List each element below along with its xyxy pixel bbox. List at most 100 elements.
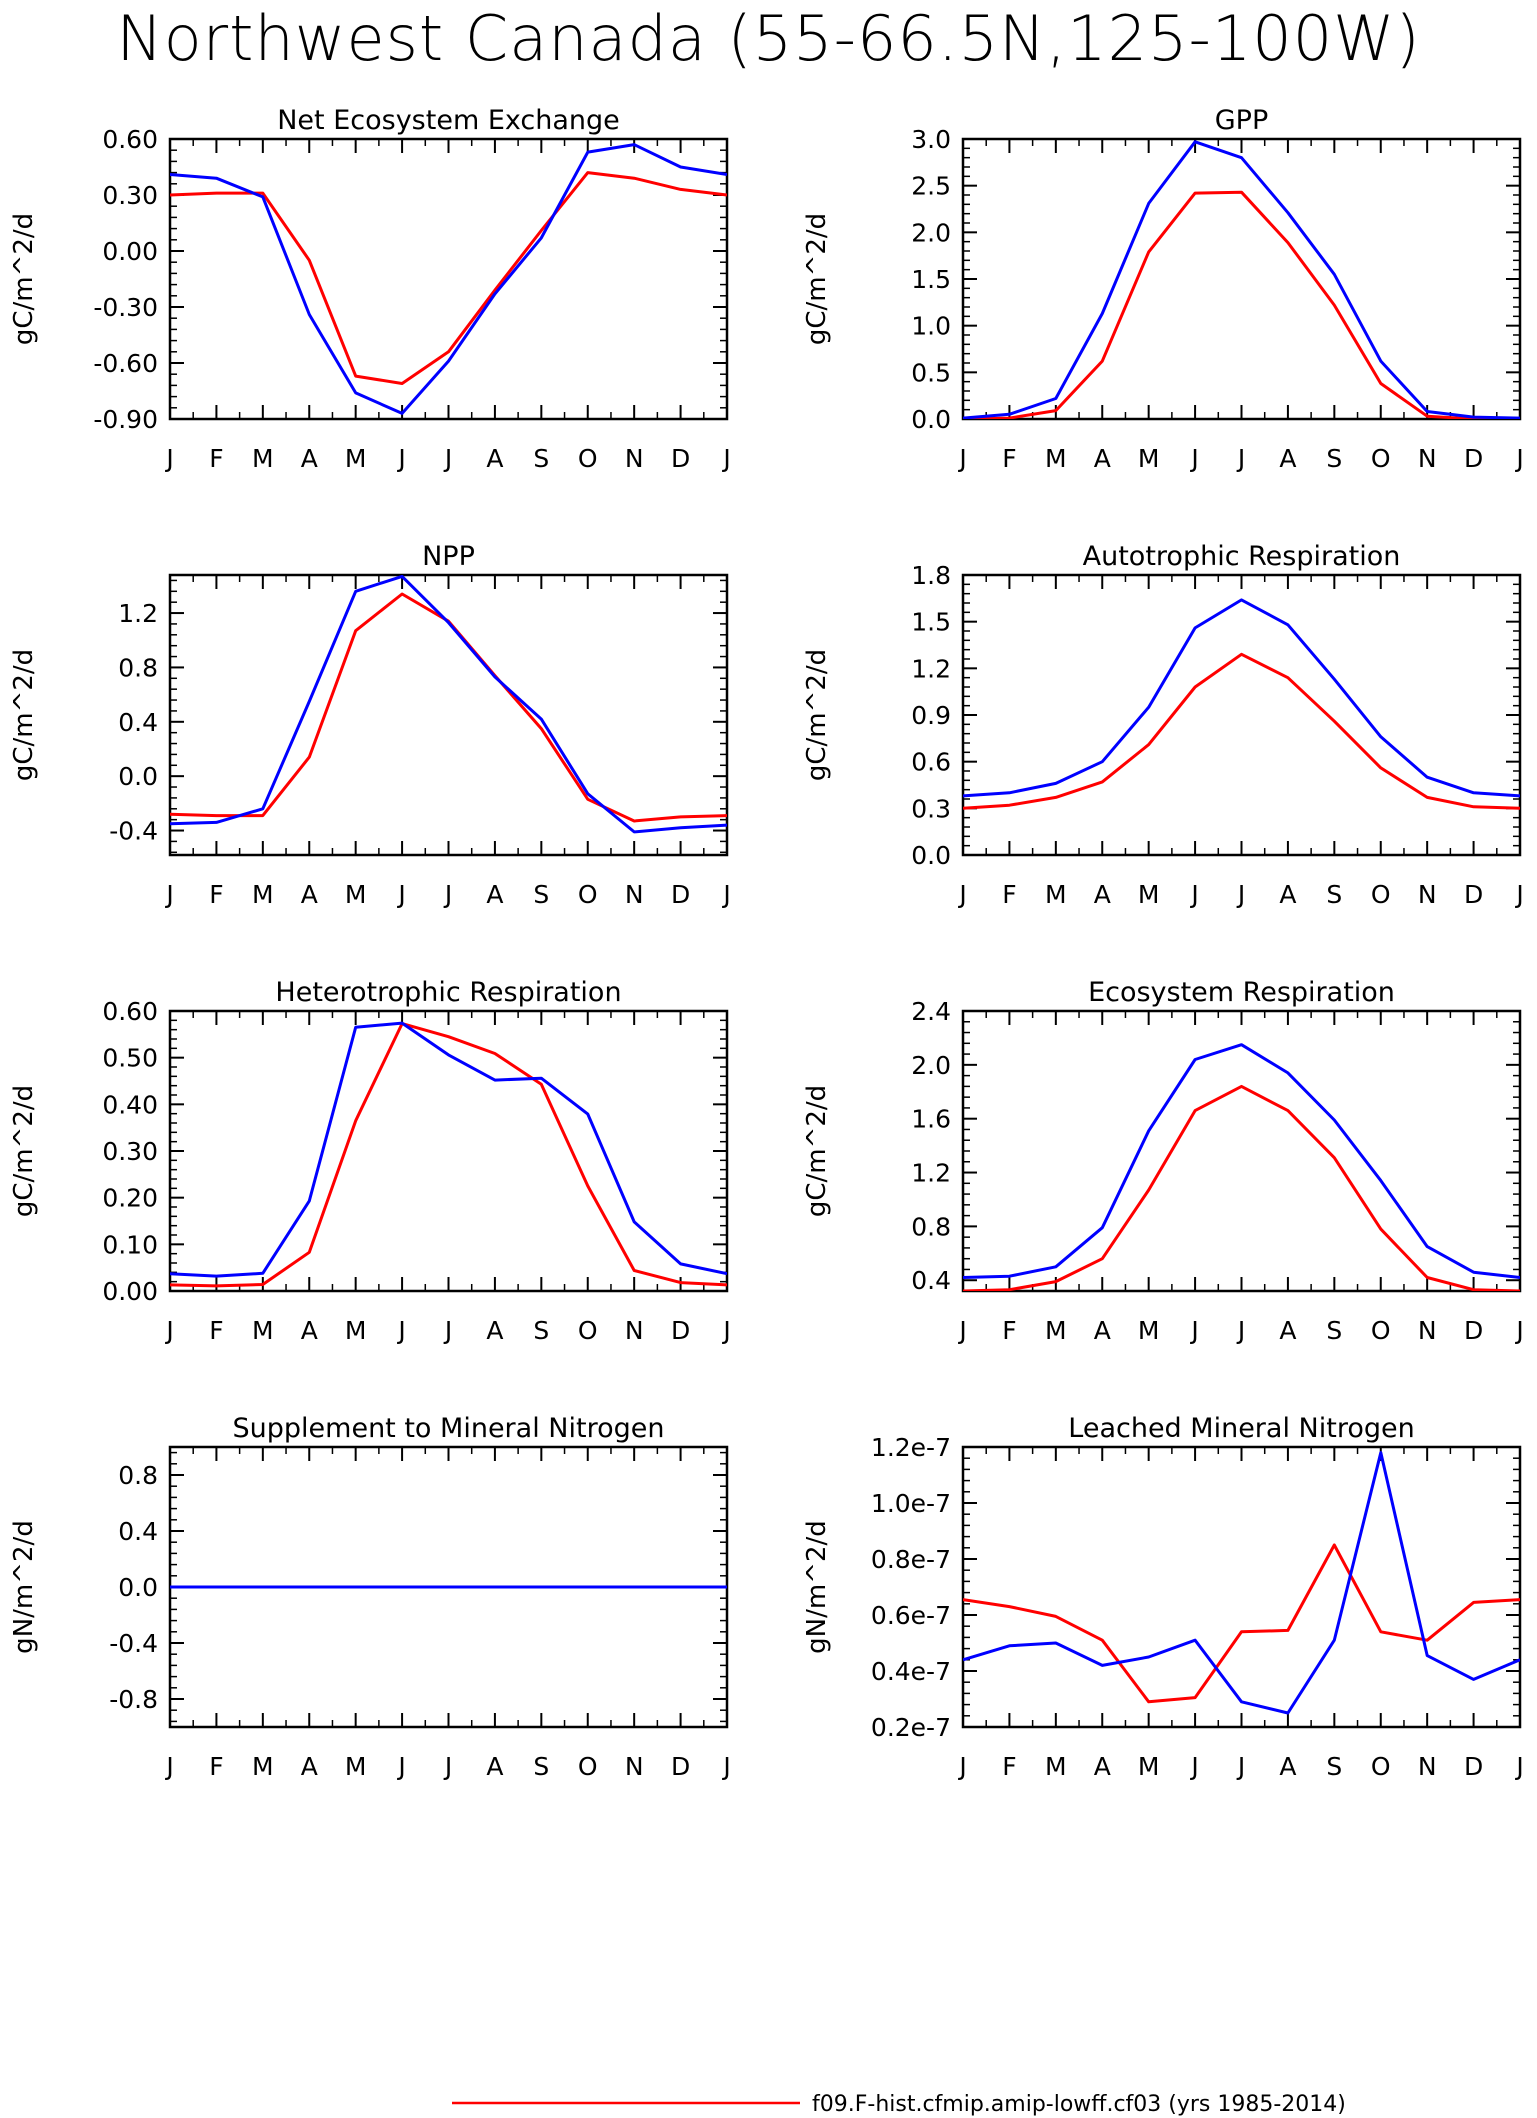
y-tick-label: 0.8 — [118, 1461, 158, 1490]
x-tick-label: F — [1002, 1316, 1016, 1345]
y-tick-label: 0.4e-7 — [871, 1657, 951, 1686]
y-axis-label: gN/m^2/d — [802, 1520, 832, 1654]
y-tick-label: -0.4 — [109, 817, 158, 846]
x-tick-label: J — [164, 444, 173, 473]
x-tick-label: M — [1138, 1316, 1160, 1345]
x-tick-label: M — [252, 880, 274, 909]
x-tick-label: D — [671, 880, 690, 909]
x-tick-label: D — [671, 1316, 690, 1345]
x-tick-label: J — [1189, 1316, 1198, 1345]
y-tick-label: 2.4 — [911, 997, 951, 1026]
x-tick-label: D — [671, 1752, 690, 1781]
x-tick-label: A — [1094, 880, 1111, 909]
x-tick-label: J — [1236, 880, 1245, 909]
panel-5: J F M A M J J A S O N D J0.40.81.21.62.02.4gC/m^2/dE… — [802, 977, 1524, 1345]
series-line-0 — [963, 1084, 1520, 1291]
series-line-0 — [170, 1022, 727, 1288]
x-tick-label: N — [625, 880, 644, 909]
panel-0: J F M A M J J A S O N D J-0.90-0.60-0.300.000.300.60… — [9, 105, 731, 473]
y-tick-label: 1.5 — [911, 608, 951, 637]
y-tick-label: 0.4 — [118, 1517, 158, 1546]
x-tick-label: S — [533, 880, 549, 909]
x-tick-label: J — [396, 1316, 405, 1345]
x-tick-label: J — [164, 880, 173, 909]
x-tick-label: J — [1189, 444, 1198, 473]
y-tick-label: -0.90 — [93, 405, 158, 434]
panel-title: Ecosystem Respiration — [1088, 977, 1395, 1008]
series-line-1 — [170, 1021, 727, 1278]
y-tick-label: -0.60 — [93, 349, 158, 378]
x-tick-label: O — [1371, 880, 1391, 909]
y-tick-label: 0.60 — [102, 997, 158, 1026]
x-tick-label: J — [721, 1316, 730, 1345]
x-tick-label: M — [345, 444, 367, 473]
x-tick-label: A — [301, 444, 318, 473]
x-tick-label: F — [1002, 444, 1016, 473]
x-tick-label: A — [1279, 444, 1296, 473]
y-tick-label: 1.5 — [911, 265, 951, 294]
x-tick-label: A — [301, 1316, 318, 1345]
x-tick-label: J — [1189, 1752, 1198, 1781]
x-tick-label: A — [486, 444, 503, 473]
y-tick-label: -0.4 — [109, 1629, 158, 1658]
y-tick-label: 0.10 — [102, 1230, 158, 1259]
x-tick-label: J — [396, 444, 405, 473]
series-group — [963, 140, 1520, 419]
y-axis-label: gN/m^2/d — [9, 1520, 39, 1654]
x-tick-label: M — [252, 444, 274, 473]
x-tick-label: J — [957, 880, 966, 909]
series-group — [170, 575, 727, 834]
panel-3: J F M A M J J A S O N D J0.00.30.60.91.21.51.8gC/m^2… — [802, 541, 1524, 909]
x-tick-label: O — [1371, 1752, 1391, 1781]
series-group — [170, 1021, 727, 1288]
y-tick-label: 3.0 — [911, 125, 951, 154]
legend: f09.F-hist.cfmip.amip-lowff.cf03 (yrs 19… — [452, 2092, 1346, 2117]
x-tick-label: D — [1464, 444, 1483, 473]
x-tick-label: A — [486, 1316, 503, 1345]
x-tick-label: J — [721, 880, 730, 909]
x-tick-label: F — [1002, 880, 1016, 909]
x-tick-label: J — [443, 1316, 452, 1345]
x-tick-label: J — [1189, 880, 1198, 909]
x-tick-label: M — [1045, 444, 1067, 473]
x-tick-label: A — [1094, 1752, 1111, 1781]
panel-title: GPP — [1215, 105, 1269, 136]
panel-title: Heterotrophic Respiration — [275, 977, 621, 1008]
series-group — [963, 1451, 1520, 1715]
panel-title: Net Ecosystem Exchange — [277, 105, 620, 136]
panel-1: J F M A M J J A S O N D J0.00.51.01.52.02.53.0gC/m^2… — [802, 105, 1524, 473]
y-tick-label: 1.2e-7 — [871, 1433, 951, 1462]
x-tick-label: N — [1418, 1752, 1437, 1781]
x-tick-label: A — [1094, 1316, 1111, 1345]
y-tick-label: 0.60 — [102, 125, 158, 154]
y-tick-label: 0.8 — [911, 1212, 951, 1241]
x-tick-label: O — [1371, 444, 1391, 473]
panel-title: NPP — [422, 541, 475, 572]
y-axis-label: gC/m^2/d — [802, 649, 832, 781]
series-line-0 — [963, 1543, 1520, 1704]
y-tick-label: 1.0 — [911, 312, 951, 341]
x-tick-label: J — [164, 1316, 173, 1345]
y-axis-label: gC/m^2/d — [802, 1085, 832, 1217]
panel-title: Supplement to Mineral Nitrogen — [233, 1413, 665, 1444]
x-tick-label: J — [1514, 1316, 1523, 1345]
y-tick-label: 0.00 — [102, 1277, 158, 1306]
x-tick-label: N — [1418, 1316, 1437, 1345]
x-tick-label: F — [209, 1316, 223, 1345]
x-tick-label: M — [345, 1316, 367, 1345]
x-tick-label: J — [957, 1316, 966, 1345]
x-tick-label: J — [957, 1752, 966, 1781]
y-tick-label: 1.2 — [911, 1159, 951, 1188]
series-group — [170, 143, 727, 415]
x-tick-label: J — [957, 444, 966, 473]
x-tick-label: S — [1326, 444, 1342, 473]
x-tick-label: J — [396, 880, 405, 909]
y-tick-label: 2.5 — [911, 172, 951, 201]
series-line-0 — [170, 592, 727, 823]
series-line-0 — [963, 190, 1520, 419]
x-tick-label: F — [209, 444, 223, 473]
figure-title: Northwest Canada (55-66.5N,125-100W) — [116, 2, 1421, 75]
x-tick-label: M — [345, 880, 367, 909]
panel-4: J F M A M J J A S O N D J0.000.100.200.300.400.500.6… — [9, 977, 731, 1345]
